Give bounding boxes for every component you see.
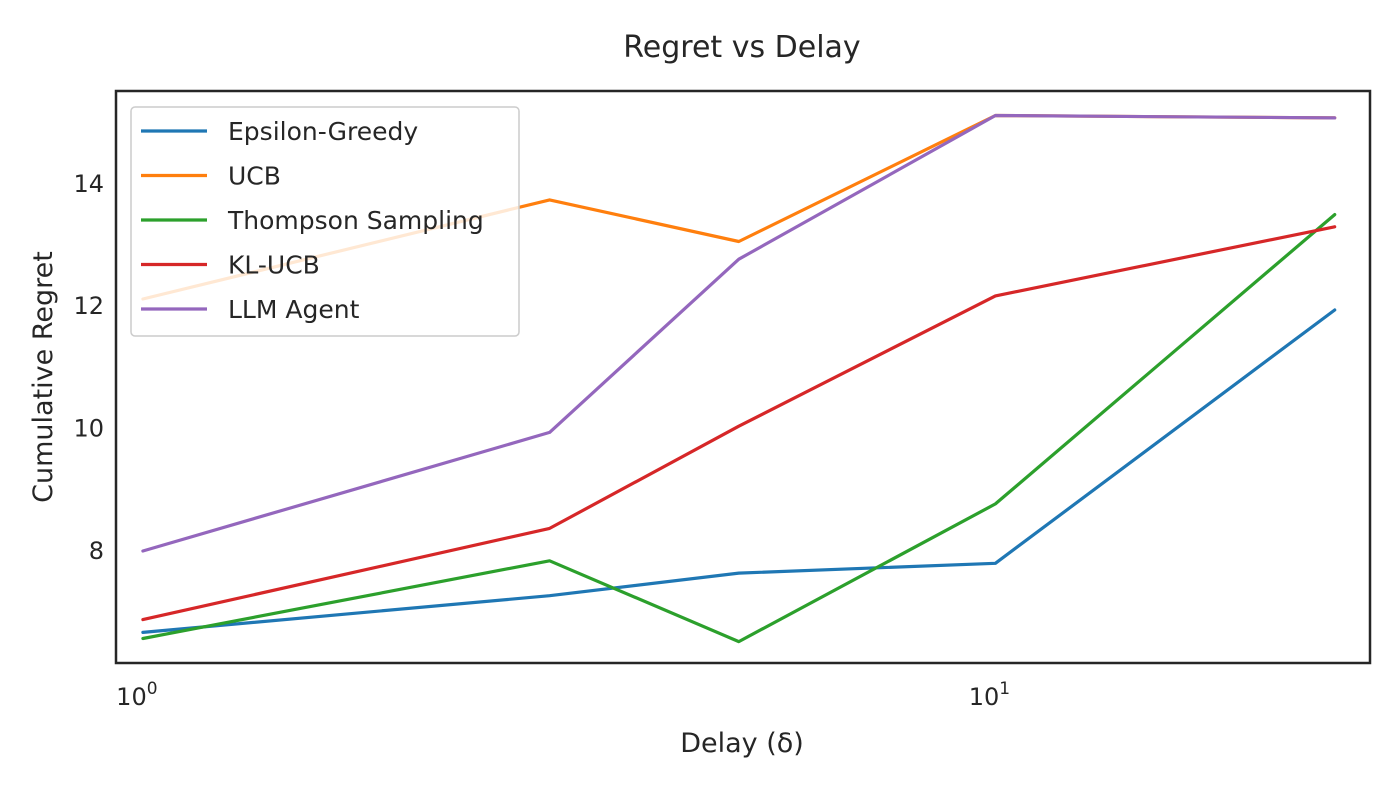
- series-line-epsilon-greedy: [141, 308, 1337, 635]
- x-axis-label: Delay (δ): [680, 728, 804, 759]
- series-line-thompson-sampling: [141, 213, 1337, 644]
- x-tick-label: 100: [116, 679, 157, 711]
- chart-title: Regret vs Delay: [623, 30, 860, 65]
- legend-label: Thompson Sampling: [227, 206, 484, 235]
- y-tick-label: 12: [73, 292, 104, 320]
- plot-frame: [114, 89, 1372, 665]
- y-tick-label: 10: [73, 414, 104, 442]
- y-axis-label: Cumulative Regret: [28, 251, 59, 503]
- legend: Epsilon-Greedy UCB Thompson Sampling KL-UCB…: [130, 106, 520, 337]
- x-tick-labels: 100 101: [116, 679, 1010, 711]
- series-line-kl-ucb: [141, 225, 1337, 622]
- legend-label: UCB: [228, 162, 281, 191]
- y-tick-labels: 8 10 12 14: [73, 170, 104, 565]
- legend-box: [130, 106, 520, 337]
- y-tick-label: 14: [73, 170, 104, 198]
- legend-label: KL-UCB: [228, 251, 320, 280]
- legend-label: LLM Agent: [228, 295, 360, 324]
- series-line-llm-agent: [141, 113, 1337, 553]
- y-tick-label: 8: [89, 537, 104, 565]
- x-tick-label: 101: [969, 679, 1010, 711]
- legend-label: Epsilon-Greedy: [228, 117, 418, 146]
